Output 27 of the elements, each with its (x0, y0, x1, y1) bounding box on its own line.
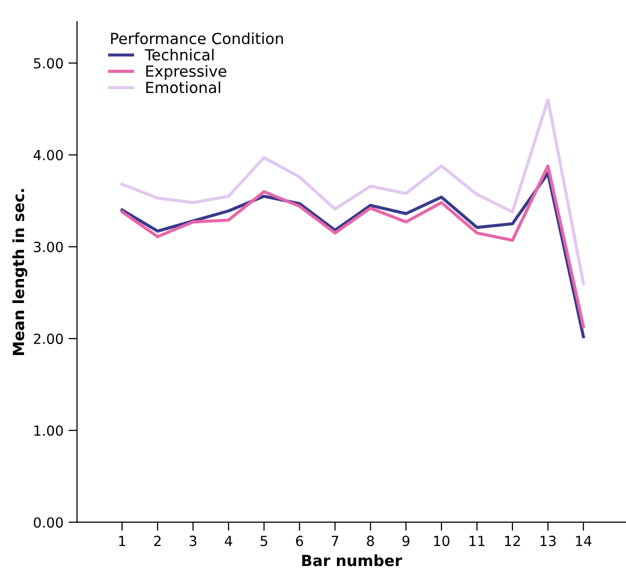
line-series (120, 98, 585, 285)
x-tick-label: 7 (332, 536, 338, 546)
x-axis-title: Bar number (302, 554, 402, 566)
x-tick-label: 1 (119, 536, 126, 546)
y-tick-label: 2.00 (34, 334, 63, 344)
x-tick-label: 10 (434, 536, 450, 546)
x-tick-label: 6 (296, 536, 304, 546)
y-tick-label: 3.00 (34, 242, 63, 252)
x-tick-label: 12 (505, 536, 520, 546)
x-tick-label: 8 (367, 536, 374, 546)
y-tick-label: 0.00 (34, 517, 63, 528)
x-tick-label: 5 (260, 536, 268, 546)
y-tick-label: 4.00 (34, 150, 63, 160)
x-tick-label: 14 (576, 536, 592, 546)
x-tick-label: 9 (402, 536, 410, 546)
y-axis-title: Mean length in sec. (12, 189, 28, 355)
legend-label: Emotional (146, 81, 220, 94)
y-tick-label: 5.00 (34, 58, 63, 69)
legend-label: Expressive (146, 65, 226, 80)
legend-label: Technical (144, 48, 214, 61)
x-tick-label: 3 (190, 536, 196, 546)
legend-title: Performance Condition (111, 32, 283, 44)
x-tick-label: 4 (224, 536, 232, 546)
x-tick-label: 13 (540, 536, 556, 546)
x-tick-label: 2 (154, 536, 161, 546)
x-tick-label: 11 (470, 536, 485, 546)
y-tick-label: 1.00 (34, 425, 63, 436)
